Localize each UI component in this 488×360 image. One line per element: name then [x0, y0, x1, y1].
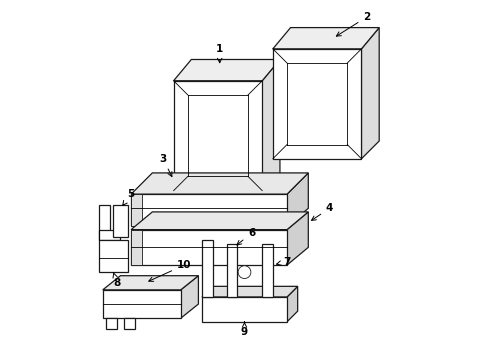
Polygon shape [173, 59, 279, 81]
Polygon shape [106, 318, 117, 329]
Text: 5: 5 [122, 189, 134, 205]
Polygon shape [113, 205, 127, 237]
Text: 8: 8 [113, 273, 120, 288]
Polygon shape [361, 28, 378, 159]
Polygon shape [286, 212, 307, 265]
Polygon shape [99, 230, 120, 240]
Polygon shape [202, 240, 212, 297]
Text: 7: 7 [276, 257, 290, 266]
Polygon shape [272, 49, 361, 159]
Polygon shape [131, 230, 286, 265]
Polygon shape [181, 276, 198, 318]
Polygon shape [102, 290, 181, 318]
Polygon shape [286, 286, 297, 322]
Polygon shape [124, 318, 134, 329]
Polygon shape [131, 173, 307, 194]
Text: 2: 2 [336, 12, 369, 36]
Text: 3: 3 [159, 154, 171, 176]
Text: 9: 9 [241, 322, 247, 337]
Polygon shape [131, 230, 142, 265]
Polygon shape [131, 194, 142, 226]
Polygon shape [99, 205, 110, 240]
Polygon shape [262, 59, 279, 191]
Polygon shape [202, 297, 286, 322]
Polygon shape [173, 81, 262, 191]
Polygon shape [131, 212, 307, 230]
Polygon shape [262, 244, 272, 297]
Text: 4: 4 [311, 203, 333, 220]
Polygon shape [131, 194, 286, 226]
Text: 10: 10 [148, 260, 191, 282]
Text: 1: 1 [216, 44, 223, 63]
Circle shape [238, 266, 250, 279]
Polygon shape [272, 28, 378, 49]
Polygon shape [226, 244, 237, 297]
Text: 6: 6 [236, 228, 255, 245]
Polygon shape [286, 173, 307, 226]
Polygon shape [102, 276, 198, 290]
Polygon shape [202, 286, 297, 297]
Polygon shape [99, 240, 127, 272]
